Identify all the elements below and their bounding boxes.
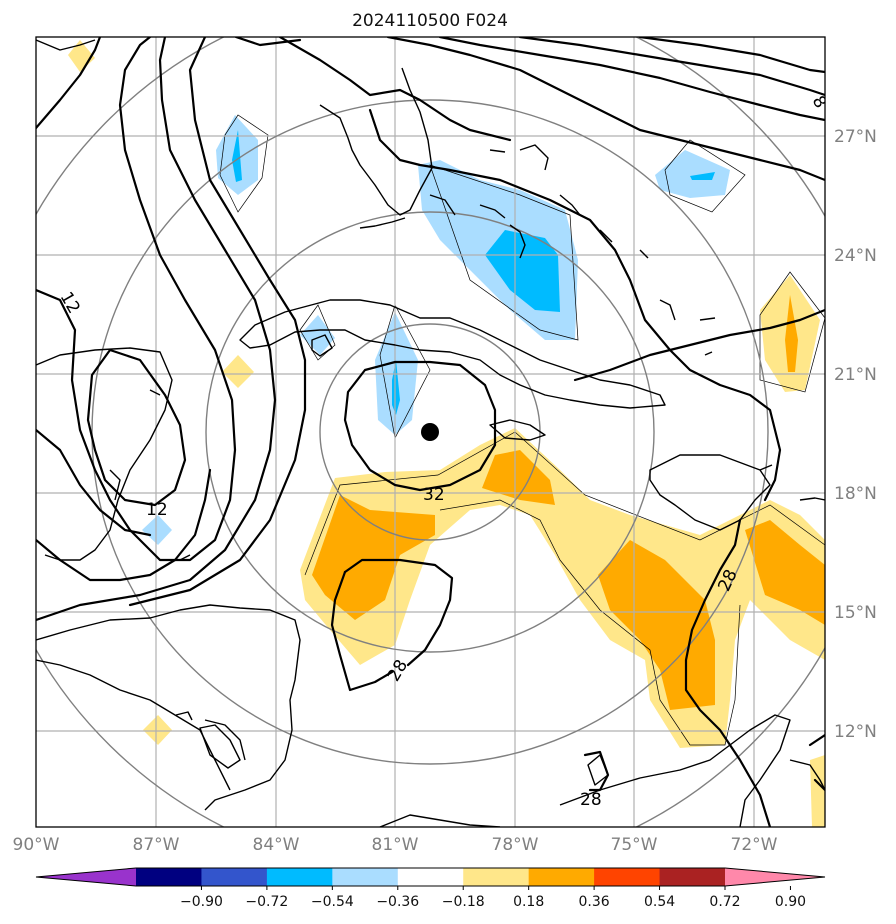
- lon-tick-label: 78°W: [492, 835, 539, 855]
- shaded-field: [68, 40, 825, 827]
- positive-anomaly-honduras: [143, 715, 172, 745]
- colorbar-tick-label: −0.18: [442, 894, 485, 910]
- contour-label: 12: [146, 500, 168, 520]
- positive-anomaly-east-core: [785, 295, 798, 372]
- map-plot: 8 12 12 32 28 28 28: [36, 37, 825, 827]
- colorbar-swatch: [463, 868, 530, 886]
- negative-anomaly-atlantic-core: [690, 172, 715, 180]
- contour-label: 28: [580, 790, 602, 810]
- colorbar-tick-label: 0.18: [513, 894, 544, 910]
- colorbar-tick-label: −0.36: [376, 894, 419, 910]
- lat-tick-label: 15°N: [834, 603, 877, 623]
- colorbar-swatch: [594, 868, 661, 886]
- colorbar-extend-high: [725, 868, 825, 886]
- map-frame: [35, 36, 826, 828]
- colorbar-tick-label: 0.72: [709, 894, 740, 910]
- range-rings: [36, 37, 825, 827]
- colorbar-extend-low: [36, 868, 136, 886]
- lon-tick-label: 90°W: [13, 835, 60, 855]
- contour-label: 32: [423, 485, 445, 505]
- colorbar-tick-label: −0.54: [311, 894, 354, 910]
- colorbar: −0.90 −0.72 −0.54 −0.36 −0.18 0.18 0.36 0.54 0.7…: [35, 867, 826, 910]
- colorbar-swatch: [332, 868, 399, 886]
- plot-title: 2024110500 F024: [352, 11, 508, 31]
- lat-tick-label: 24°N: [834, 246, 877, 266]
- lat-tick-label: 18°N: [834, 484, 877, 504]
- lon-tick-label: 84°W: [253, 835, 300, 855]
- lon-tick-label: 87°W: [133, 835, 180, 855]
- colorbar-swatch: [397, 868, 464, 886]
- positive-anomaly-gulf: [68, 40, 95, 72]
- lon-tick-label: 75°W: [611, 835, 658, 855]
- colorbar-swatch: [136, 868, 202, 886]
- black-contours: [36, 37, 825, 827]
- positive-anomaly-core-east: [745, 520, 825, 625]
- lat-tick-label: 21°N: [834, 365, 877, 385]
- lat-tick-label: 12°N: [834, 722, 877, 742]
- lat-tick-label: 27°N: [834, 127, 877, 147]
- colorbar-swatch: [659, 868, 726, 886]
- positive-anomaly-core-north: [482, 450, 555, 505]
- negative-anomaly-florida-core: [232, 130, 242, 182]
- lon-tick-label: 81°W: [372, 835, 419, 855]
- colorbar-swatch: [266, 868, 333, 886]
- colorbar-swatch: [201, 868, 268, 886]
- lat-tick-labels: 27°N 24°N 21°N 18°N 15°N 12°N: [834, 127, 877, 742]
- storm-center-marker: [421, 423, 439, 441]
- negative-anomaly-belize: [142, 515, 172, 545]
- colorbar-tick-label: 0.36: [579, 894, 610, 910]
- colorbar-tick-label: −0.72: [245, 894, 288, 910]
- positive-anomaly-core-west: [312, 495, 435, 620]
- negative-anomaly-isle-of-youth: [300, 315, 335, 355]
- positive-anomaly-se-corner: [810, 755, 825, 827]
- negative-anomaly-bahamas-core: [485, 230, 560, 312]
- colorbar-outline: [35, 867, 826, 887]
- positive-anomaly-yucatan: [222, 355, 254, 388]
- grid-lines: [36, 37, 825, 827]
- negative-anomaly-atlantic: [655, 150, 730, 198]
- lon-tick-label: 72°W: [731, 835, 778, 855]
- colorbar-tick-label: 0.90: [775, 894, 806, 910]
- colorbar-swatch: [528, 868, 595, 886]
- colorbar-tick-label: −0.90: [180, 894, 223, 910]
- colorbar-tick-label: 0.54: [644, 894, 675, 910]
- lon-tick-labels: 90°W 87°W 84°W 81°W 78°W 75°W 72°W: [13, 835, 778, 855]
